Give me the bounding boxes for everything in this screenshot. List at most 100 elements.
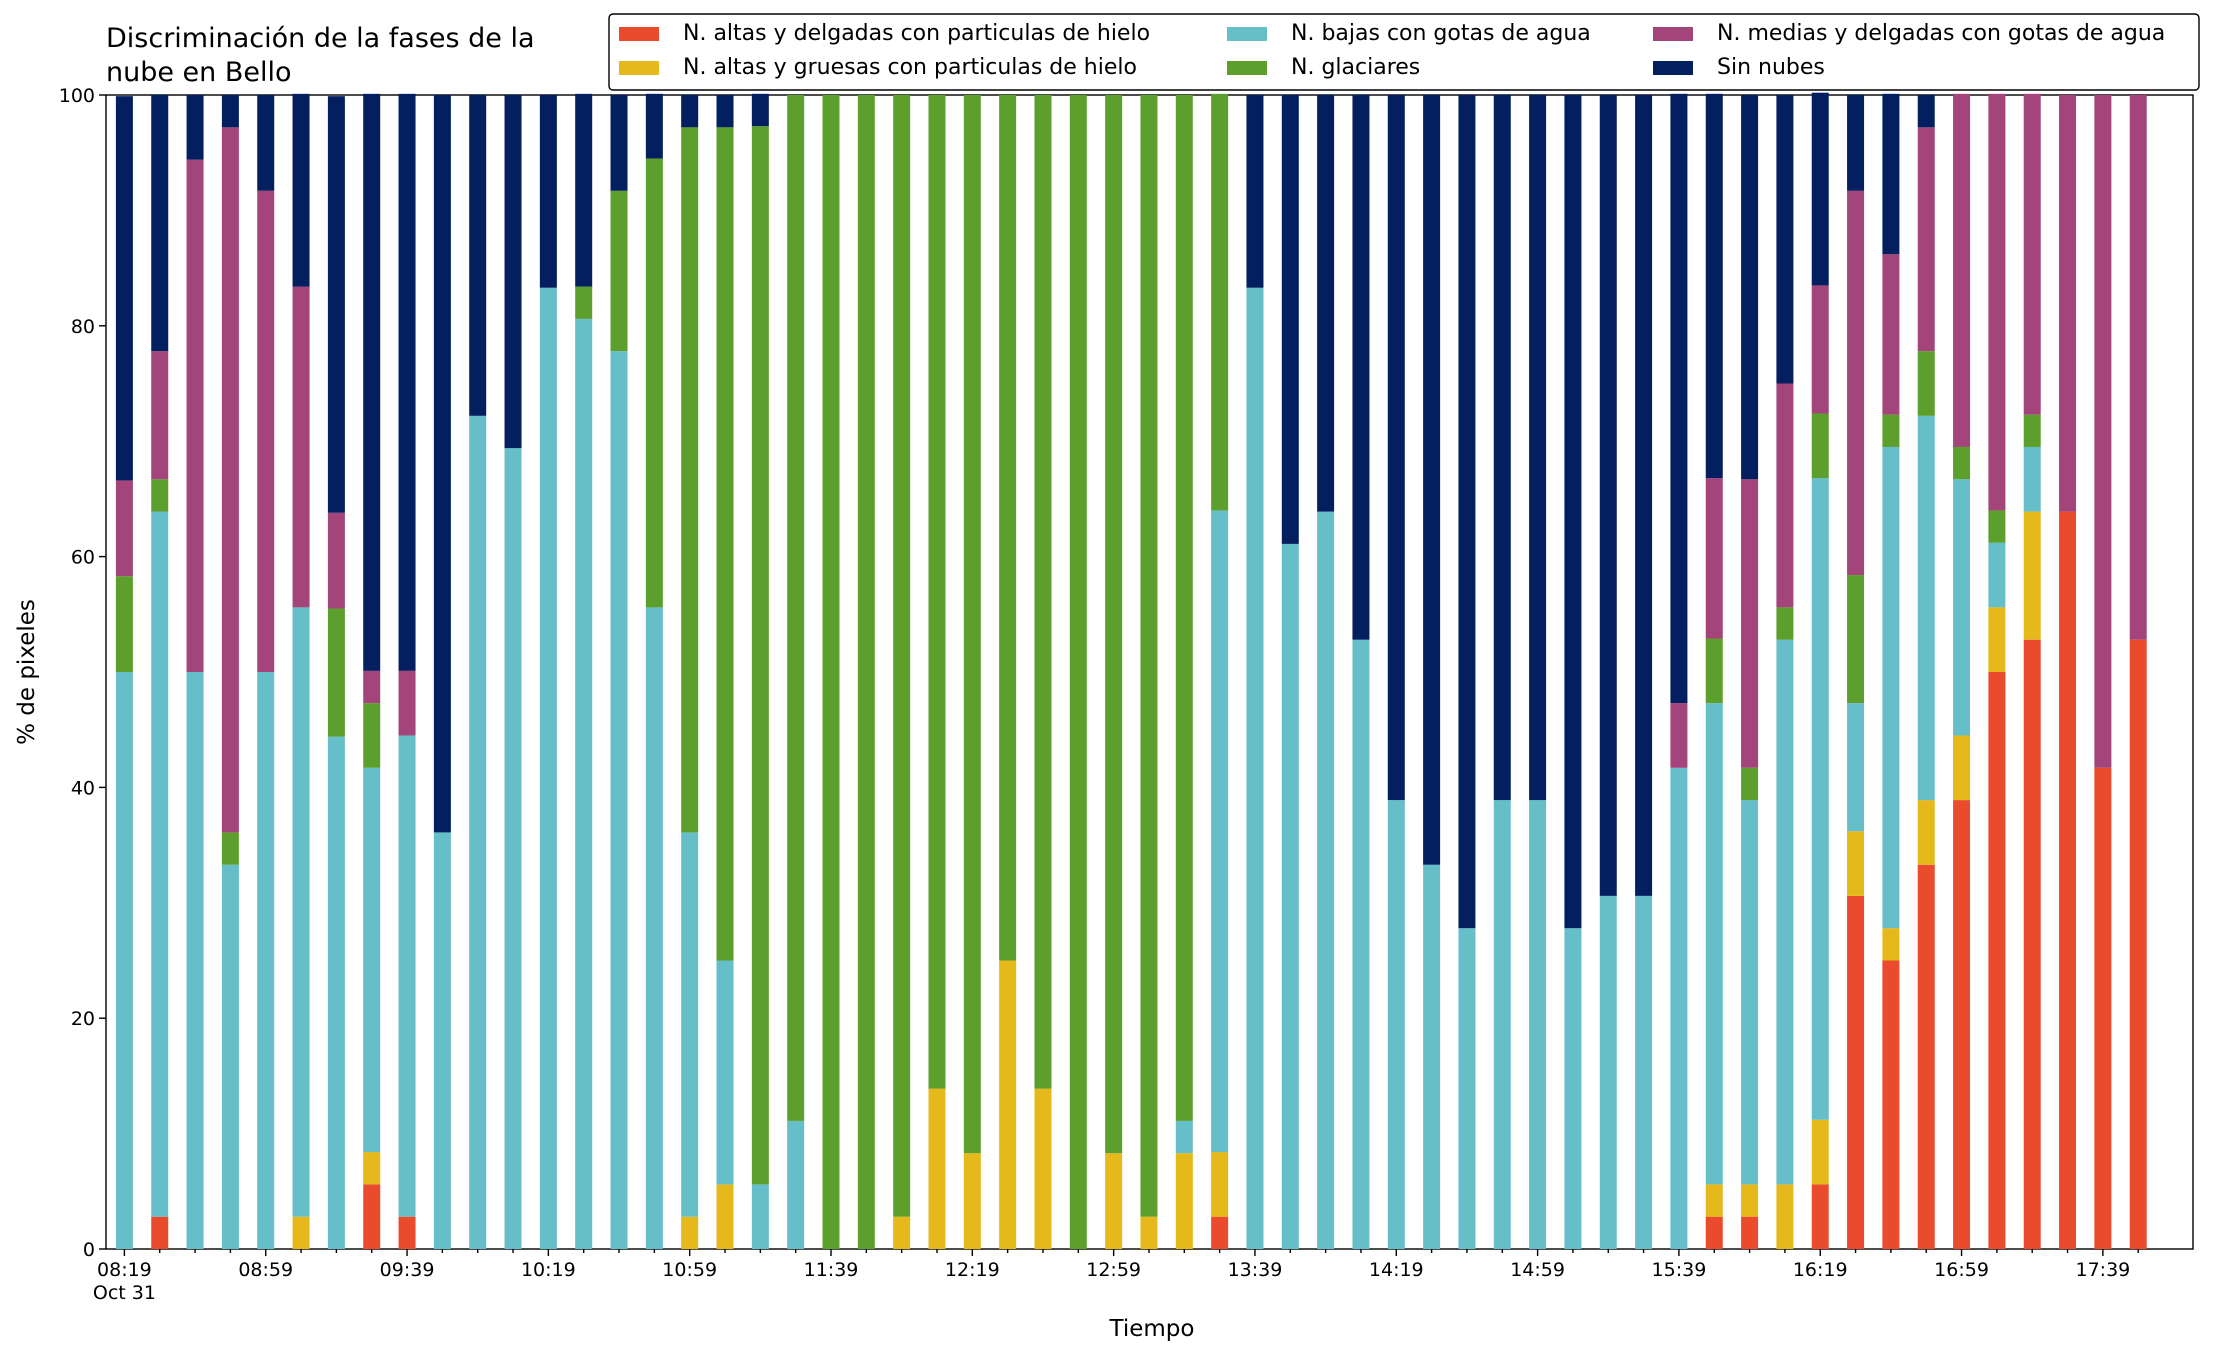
bar-segment [292, 93, 310, 287]
y-axis-label: % de pixeles [14, 599, 40, 745]
x-tick-label: 08:59 [238, 1259, 293, 1281]
bar-segment [1705, 1216, 1723, 1249]
bar-segment [469, 95, 487, 416]
bar-segment [1953, 93, 1971, 447]
bar-segment [1493, 95, 1511, 801]
bar-segment [963, 95, 981, 1154]
bar-segment [115, 576, 133, 672]
bar-segment [186, 672, 204, 1249]
legend-swatch [619, 27, 659, 41]
bar-segment [186, 95, 204, 160]
bar-segment [1564, 95, 1582, 929]
bar-segment [115, 96, 133, 481]
bar-segment [2129, 639, 2147, 1249]
bar-segment [2059, 511, 2077, 1249]
bar-segment [1705, 638, 1723, 704]
bar-segment [1317, 511, 1335, 1249]
x-tick-label: 12:59 [1086, 1259, 1141, 1281]
bar-segment [1423, 864, 1441, 1249]
bar-segment [1705, 478, 1723, 639]
bar-segment [1458, 928, 1476, 1249]
bar-segment [1776, 1184, 1794, 1249]
bar-segment [2129, 95, 2147, 640]
bar-segment [2023, 93, 2041, 415]
bar-segment [2094, 767, 2112, 1249]
bar-segment [1564, 928, 1582, 1249]
bar-segment [1211, 1152, 1229, 1217]
bar-segment [893, 95, 911, 1217]
bar-segment [1670, 703, 1688, 768]
bar-segment [1246, 287, 1264, 1249]
bar-segment [398, 1216, 416, 1249]
x-tick-label: 11:39 [804, 1259, 859, 1281]
x-tick-label: 14:59 [1510, 1259, 1565, 1281]
bar-segment [539, 287, 557, 1249]
x-axis-label: Tiempo [1109, 1316, 1195, 1342]
bar-segment [1493, 800, 1511, 1249]
bar-segment [1741, 1184, 1759, 1217]
bar-segment [1882, 254, 1900, 415]
bar-segment [1988, 672, 2006, 1249]
bar-segment [1175, 1120, 1193, 1154]
bar-segment [1635, 95, 1653, 896]
y-tick-label: 20 [71, 1008, 95, 1030]
bar-segment [1423, 95, 1441, 865]
bar-segment [2023, 639, 2041, 1249]
bar-segment [1105, 95, 1123, 1154]
bar-segment [1847, 575, 1865, 704]
bar-segment [1847, 831, 1865, 896]
bar-segment [575, 318, 593, 1250]
bar-segment [151, 511, 169, 1217]
bar-segment [1741, 767, 1759, 801]
bar-segment [928, 95, 946, 1089]
bar-segment [1175, 1153, 1193, 1249]
bar-segment [1847, 190, 1865, 576]
bar-segment [751, 93, 769, 127]
bar-segment [1211, 93, 1229, 511]
bar-segment [1317, 95, 1335, 512]
bar-segment [1599, 95, 1617, 896]
bar-segment [257, 190, 275, 673]
x-tick-label: 08:19 [97, 1259, 152, 1281]
bar-segment [363, 767, 381, 1153]
bar-segment [999, 95, 1017, 961]
bar-segment [787, 95, 805, 1121]
bar-segment [1458, 95, 1476, 929]
bar-segment [1953, 800, 1971, 1249]
bar-segment [1882, 93, 1900, 255]
y-tick-label: 60 [71, 547, 95, 569]
bar-segment [1705, 703, 1723, 1185]
bar-segment [1988, 542, 2006, 608]
bar-segment [1953, 735, 1971, 801]
x-tick-label: 09:39 [380, 1259, 435, 1281]
bar-segment [1140, 95, 1158, 1217]
bar-segment [716, 960, 734, 1185]
chart-title: Discriminación de la fases de la nube en… [106, 23, 535, 88]
bar-segment [363, 93, 381, 671]
bar-segment [1705, 93, 1723, 479]
bar-segment [1705, 1184, 1723, 1217]
bar-segment [1741, 479, 1759, 768]
bar-segment [1281, 543, 1299, 1249]
bar-segment [1211, 510, 1229, 1153]
bar-segment [999, 960, 1017, 1249]
bar-segment [327, 736, 345, 1249]
x-tick-label: 15:39 [1652, 1259, 1707, 1281]
bar-segment [681, 832, 699, 1217]
bar-segment [1953, 446, 1971, 480]
bar-segment [1776, 639, 1794, 1185]
bar-segment [398, 735, 416, 1217]
bar-segment [433, 95, 451, 833]
bar-segment [893, 1216, 911, 1249]
legend-label: N. glaciares [1291, 55, 1420, 80]
bar-segment [363, 1184, 381, 1249]
bar-segment [327, 608, 345, 737]
bar-segment [1529, 95, 1547, 801]
bar-segment [433, 832, 451, 1249]
bar-segment [610, 190, 628, 352]
bar-segment [716, 1184, 734, 1249]
bar-segment [1917, 415, 1935, 801]
bar-segment [2023, 511, 2041, 640]
bar-segment [1882, 928, 1900, 961]
x-tick-label: 14:19 [1369, 1259, 1424, 1281]
